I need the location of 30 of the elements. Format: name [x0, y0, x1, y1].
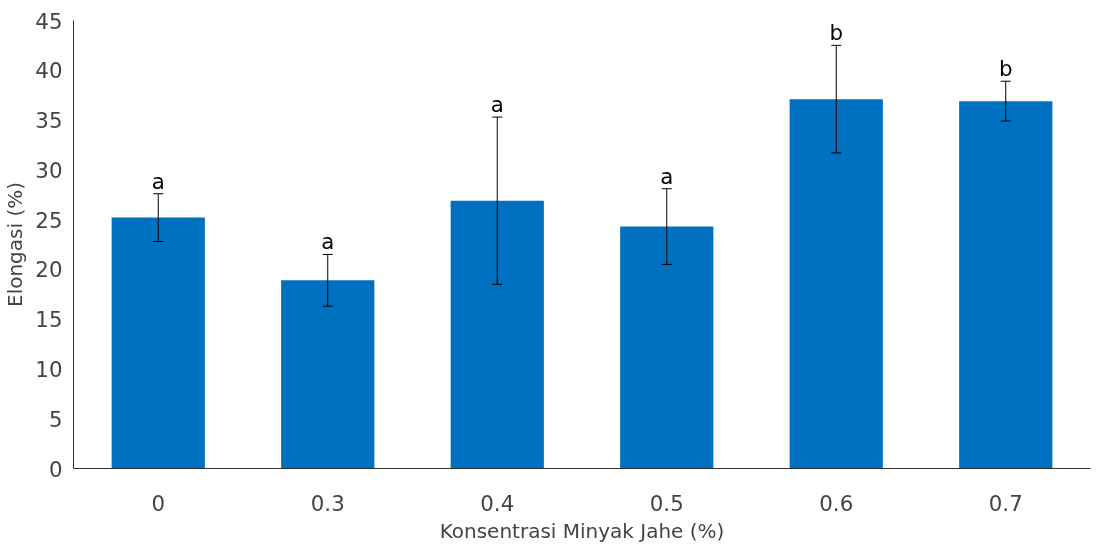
y-tick-label: 40	[35, 58, 63, 84]
annotation: a	[321, 229, 335, 255]
y-axis-title: Elongasi (%)	[3, 182, 28, 307]
annotation: a	[490, 92, 504, 118]
y-tick-label: 45	[35, 8, 63, 34]
annotation: b	[829, 20, 844, 46]
bar	[620, 226, 714, 469]
annotation: a	[660, 163, 674, 189]
y-tick-label: 20	[35, 257, 63, 283]
x-tick-label: 0.4	[480, 490, 515, 516]
y-tick-label: 0	[48, 456, 63, 482]
bar	[959, 101, 1053, 469]
bar	[450, 200, 544, 469]
annotation: a	[151, 168, 165, 194]
x-tick-label: 0	[151, 490, 166, 516]
y-tick-label: 10	[35, 356, 63, 382]
x-tick-label: 0.5	[649, 490, 684, 516]
x-axis-title: Konsentrasi Minyak Jahe (%)	[439, 518, 725, 543]
x-tick-label: 0.6	[819, 490, 854, 516]
annotation: b	[998, 56, 1013, 82]
bar	[789, 99, 883, 469]
bar	[111, 217, 205, 469]
x-tick-label: 0.7	[988, 490, 1023, 516]
y-tick-label: 15	[35, 307, 63, 333]
x-tick-label: 0.3	[310, 490, 345, 516]
y-tick-label: 25	[35, 207, 63, 233]
y-tick-label: 30	[35, 157, 63, 183]
y-tick-label: 35	[35, 108, 63, 134]
bar	[281, 280, 375, 469]
y-tick-label: 5	[48, 406, 63, 432]
